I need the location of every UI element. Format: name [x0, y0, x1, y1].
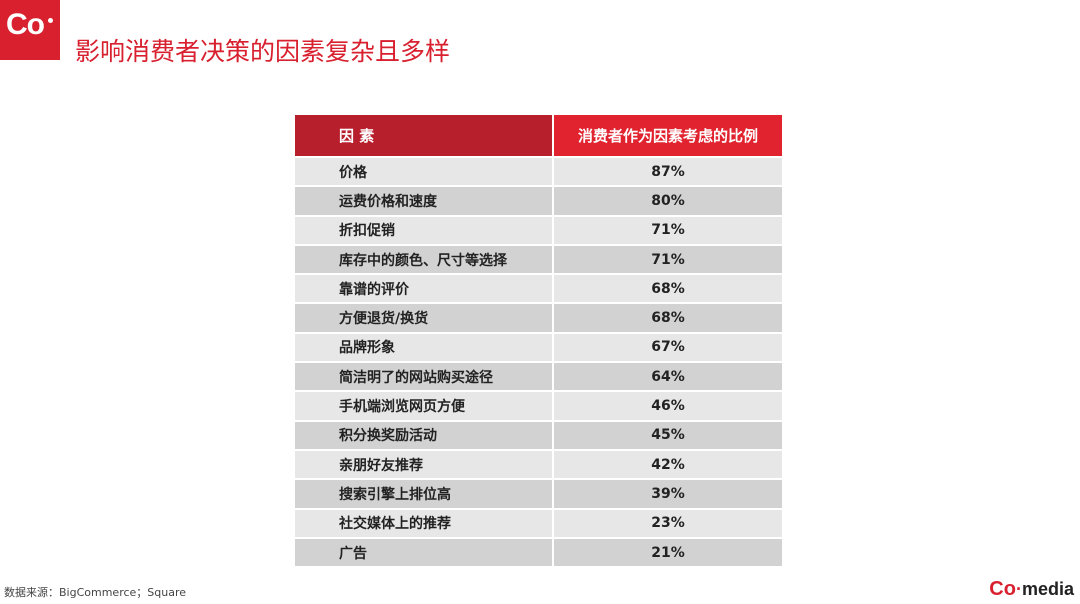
table-row: 亲朋好友推荐 42%	[295, 448, 782, 480]
factor-cell: 广告	[295, 536, 554, 567]
percent-cell: 68%	[553, 302, 782, 333]
percent-cell: 21%	[553, 536, 782, 567]
table: 因 素 消费者作为因素考虑的比例 价格 87% 运费价格和速度 80% 折扣促销 71% 库…	[295, 115, 782, 567]
table-row: 价格 87%	[295, 155, 782, 187]
table-row: 积分换奖励活动 45%	[295, 419, 782, 450]
source: 数据来源：BigCommerce；Square	[4, 586, 187, 599]
brand-logo: Co·media	[989, 578, 1074, 601]
table-row: 库存中的颜色、尺寸等选择 71%	[295, 243, 782, 275]
percent-cell: 23%	[553, 507, 782, 538]
table-row: 运费价格和速度 80%	[295, 185, 782, 216]
factor-cell: 库存中的颜色、尺寸等选择	[295, 243, 554, 275]
table-row: 方便退货/换货 68%	[295, 302, 782, 333]
logo-text: Co	[6, 8, 45, 41]
header-row: 因 素 消费者作为因素考虑的比例	[295, 115, 782, 157]
table-row: 广告 21%	[295, 536, 782, 567]
factor-cell: 品牌形象	[295, 331, 554, 363]
percent-cell: 71%	[553, 214, 782, 245]
factor-cell: 运费价格和速度	[295, 185, 554, 216]
percent-cell: 39%	[553, 478, 782, 509]
logo: Co	[0, 0, 60, 60]
percent-cell: 71%	[553, 243, 782, 275]
table-row: 搜索引擎上排位高 39%	[295, 478, 782, 509]
table-row: 靠谱的评价 68%	[295, 273, 782, 304]
brand-dot: ·	[1015, 579, 1022, 599]
table-body: 价格 87% 运费价格和速度 80% 折扣促销 71% 库存中的颜色、尺寸等选择 71% 靠谱的…	[295, 155, 782, 567]
logo-dot	[48, 18, 53, 23]
table-row: 手机端浏览网页方便 46%	[295, 390, 782, 421]
brand-mark: Co	[989, 578, 1016, 600]
percent-cell: 46%	[553, 390, 782, 421]
table-row: 品牌形象 67%	[295, 331, 782, 363]
table-row: 社交媒体上的推荐 23%	[295, 507, 782, 538]
percent-cell: 67%	[553, 331, 782, 363]
factor-cell: 亲朋好友推荐	[295, 448, 554, 480]
percent-cell: 68%	[553, 273, 782, 304]
percent-cell: 80%	[553, 185, 782, 216]
table-row: 折扣促销 71%	[295, 214, 782, 245]
percent-cell: 87%	[553, 155, 782, 187]
percent-cell: 45%	[553, 419, 782, 450]
column-header: 因 素	[295, 115, 554, 157]
factor-cell: 社交媒体上的推荐	[295, 507, 554, 538]
factor-cell: 搜索引擎上排位高	[295, 478, 554, 509]
percent-cell: 64%	[553, 361, 782, 392]
factor-cell: 方便退货/换货	[295, 302, 554, 333]
factor-cell: 积分换奖励活动	[295, 419, 554, 450]
factor-cell: 手机端浏览网页方便	[295, 390, 554, 421]
factor-cell: 靠谱的评价	[295, 273, 554, 304]
brand-text: media	[1021, 579, 1074, 599]
table-row: 简洁明了的网站购买途径 64%	[295, 361, 782, 392]
factor-cell: 简洁明了的网站购买途径	[295, 361, 554, 392]
factor-cell: 价格	[295, 155, 554, 187]
column-header: 消费者作为因素考虑的比例	[553, 115, 782, 157]
factor-cell: 折扣促销	[295, 214, 554, 245]
title: 影响消费者决策的因素复杂且多样	[75, 37, 451, 66]
percent-cell: 42%	[553, 448, 782, 480]
